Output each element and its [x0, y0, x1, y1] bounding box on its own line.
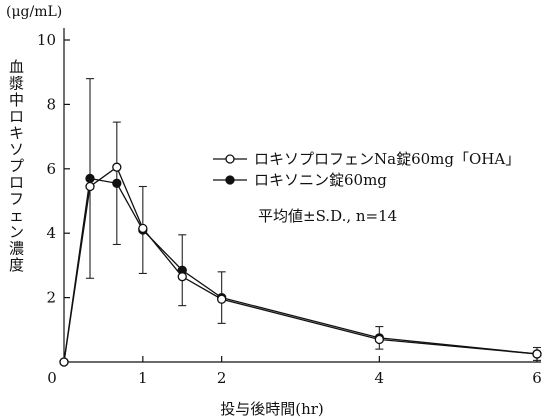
- y-tick-label: 4: [46, 224, 56, 242]
- legend-label-2: ロキソニン錠60mg: [254, 171, 387, 189]
- series-line-1: [63, 166, 538, 363]
- x-tick-label: 1: [138, 369, 148, 387]
- legend-marker-1: [225, 154, 235, 164]
- x-tick-label: 2: [217, 369, 227, 387]
- series-layer: [59, 162, 542, 367]
- series-1-point: [177, 272, 187, 282]
- series-1-point: [112, 162, 122, 172]
- series-1-point: [532, 349, 542, 359]
- legend-marker-2: [225, 175, 235, 185]
- stats-annotation: 平均値±S.D., n=14: [258, 207, 397, 225]
- y-tick-label: 2: [46, 289, 56, 307]
- y-axis-title: 血漿中ロキソプロフェン濃度: [9, 58, 24, 274]
- series-2-point: [112, 178, 122, 188]
- y-unit-label: (μg/mL): [6, 4, 62, 20]
- series-1-point: [59, 357, 69, 367]
- series-1-point: [217, 294, 227, 304]
- x-ticks: 0 1 2 4 6: [47, 356, 542, 387]
- axes: [63, 28, 541, 363]
- y-ticks: 2 4 6 8 10: [37, 31, 70, 307]
- x-tick-label: 4: [375, 369, 385, 387]
- series-1-point: [374, 334, 384, 345]
- series-1-point: [138, 223, 148, 234]
- y-tick-label: 10: [37, 31, 56, 49]
- series-1-point: [85, 181, 95, 192]
- legend: ロキソプロフェンNa錠60mg「OHA」ロキソニン錠60mg: [213, 150, 520, 189]
- x-axis-title: 投与後時間(hr): [220, 400, 324, 418]
- y-tick-label: 6: [46, 160, 56, 178]
- legend-label-1: ロキソプロフェンNa錠60mg「OHA」: [254, 150, 520, 168]
- x-tick-label: 0: [47, 369, 57, 387]
- series-2-point: [85, 173, 95, 184]
- y-tick-label: 8: [46, 95, 56, 113]
- series-line-2: [63, 177, 538, 363]
- x-tick-label: 6: [532, 369, 542, 387]
